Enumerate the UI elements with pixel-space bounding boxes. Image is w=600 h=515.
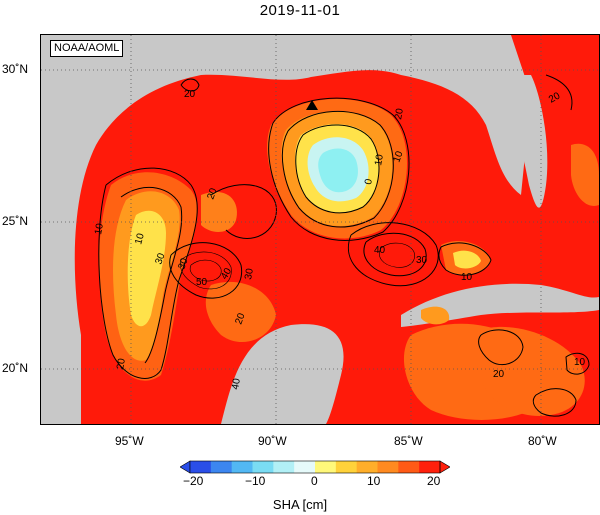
contour-label: 50 (196, 277, 208, 288)
contour-label: 0 (363, 178, 375, 186)
florida-land (486, 75, 548, 208)
contour-label: 30 (243, 267, 256, 280)
atlantic-orange (571, 143, 599, 206)
colorbar-swatch (190, 461, 212, 473)
contour-label: 20 (547, 90, 563, 105)
lon-label: 90˚W (258, 434, 287, 448)
contour-center-2 (180, 251, 232, 290)
contour-label: 20 (233, 311, 247, 326)
colorbar-border (189, 460, 441, 474)
colorbar-swatch (419, 461, 441, 473)
colorbar-swatch (335, 461, 358, 473)
contour-label: 30 (176, 256, 190, 271)
lon-label: 85˚W (394, 434, 423, 448)
credit-label: NOAA/AOML (50, 40, 124, 57)
colorbar (179, 460, 451, 479)
contour-label: 20 (115, 357, 128, 370)
contour-ring-1 (478, 329, 524, 365)
contour-label: 30 (153, 251, 167, 266)
contour-eddy-outer (268, 97, 410, 241)
colorbar-swatches (179, 460, 451, 474)
contour-label: 10 (93, 222, 106, 235)
colorbar-tick: 0 (311, 474, 318, 488)
contour-center-3 (189, 259, 222, 282)
contour-label: 30 (416, 255, 428, 266)
contour-label: 10 (133, 232, 147, 246)
caribbean-orange-4 (481, 326, 585, 416)
lat-label: 25˚N (2, 214, 29, 228)
triangle-marker (306, 100, 318, 110)
southwest-orange (205, 281, 276, 343)
contour-label-group: 20 10 30 10 20 30 40 50 30 10 10 0 20 40… (93, 89, 585, 391)
contour-label: 20 (205, 186, 219, 201)
contour-center-1 (169, 242, 243, 299)
contour-label: 20 (184, 89, 196, 100)
west-yellow-core (127, 210, 166, 327)
cuba-land (401, 283, 599, 327)
sha-map-canvas: 20 10 30 10 20 30 40 50 30 10 10 0 20 40… (41, 35, 599, 424)
contour-label: 10 (461, 272, 473, 283)
colorbar-tick: −20 (183, 474, 204, 488)
contour-lines (98, 74, 590, 417)
contour-ring-2 (565, 352, 590, 375)
contour-label: 40 (219, 266, 234, 282)
graticule (41, 35, 599, 424)
colorbar-swatch (294, 461, 316, 473)
contour-west-outer (98, 167, 198, 379)
contour-label: 10 (574, 357, 586, 368)
sha-map: 20 10 30 10 20 30 40 50 30 10 10 0 20 40… (40, 34, 600, 425)
eddy-cyan (318, 148, 358, 193)
colorbar-max-arrow (439, 460, 451, 474)
contour-label: 20 (493, 369, 505, 380)
contour-north-loop (180, 78, 200, 92)
colorbar-swatch (231, 461, 253, 473)
colorbar-min-arrow (179, 460, 191, 474)
colorbar-tick: 20 (427, 474, 441, 488)
colorbar-swatch (315, 461, 337, 473)
lon-label: 80˚W (528, 434, 557, 448)
contour-label: 20 (393, 107, 406, 120)
colorbar-swatch (273, 461, 295, 473)
colorbar-tick: −10 (245, 474, 266, 488)
colorbar-swatch (252, 461, 274, 473)
caribbean-orange-3 (421, 306, 450, 325)
contour-center-4 (210, 184, 277, 239)
colorbar-swatch (398, 461, 420, 473)
contour-east-1 (347, 222, 439, 287)
colorbar-label: SHA [cm] (272, 497, 328, 512)
lat-label: 20˚N (2, 361, 29, 375)
map-title: 2019-11-01 (259, 2, 341, 19)
contour-atlantic (545, 74, 573, 111)
colorbar-swatch (210, 461, 233, 473)
colorbar-tick: 10 (367, 474, 381, 488)
contour-label: 10 (373, 153, 386, 166)
colorbar-swatch (356, 461, 378, 473)
contour-eddy-inner (295, 124, 380, 214)
contour-eddy-mid (282, 110, 394, 228)
contour-ring-3 (532, 388, 577, 417)
contour-east-3 (379, 242, 415, 268)
contour-label: 10 (391, 149, 405, 164)
contour-west-inner (120, 187, 183, 364)
contour-label: 40 (374, 245, 386, 256)
contour-caribbean (438, 242, 492, 276)
lon-label: 95˚W (115, 434, 144, 448)
contour-east-2 (363, 232, 427, 277)
yucatan-land (221, 324, 344, 424)
lat-label: 30˚N (2, 62, 29, 76)
caribbean-yellow (453, 250, 481, 269)
colorbar-swatch (377, 461, 399, 473)
contour-label: 40 (230, 377, 243, 390)
